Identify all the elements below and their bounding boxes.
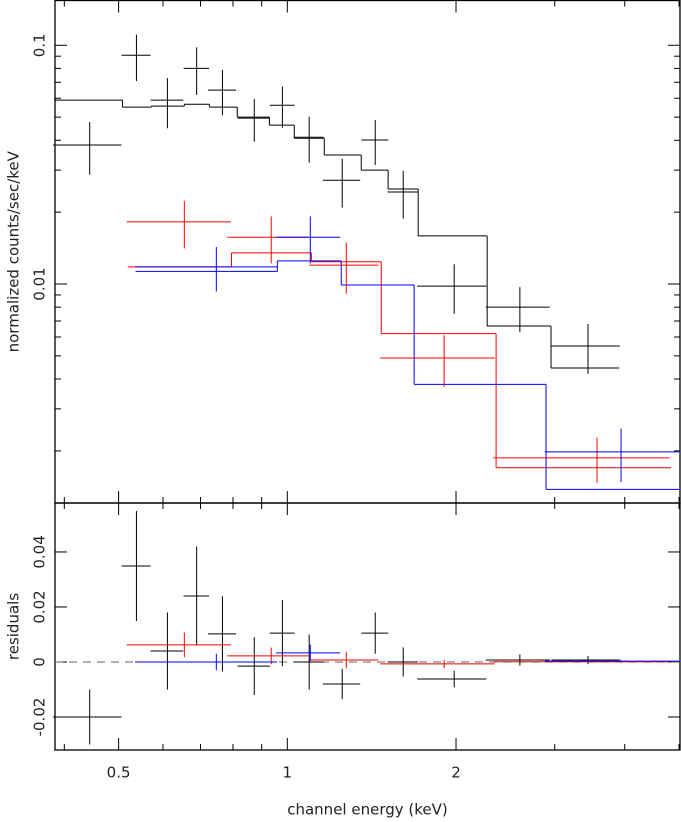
y-tick-label: 0.01 [31, 267, 49, 300]
y-tick-label: 0.04 [31, 535, 49, 568]
y-axis-label: residuals [5, 593, 23, 660]
y-tick-label: 0.1 [31, 33, 49, 57]
y-tick-label: -0.02 [31, 698, 49, 737]
plot-frame [54, 0, 681, 504]
x-tick-label: 2 [451, 764, 461, 782]
x-tick-label: 0.5 [107, 764, 131, 782]
x-axis-label: channel energy (keV) [287, 801, 448, 819]
plot-frame [54, 502, 681, 751]
y-axis-label: normalized counts/sec/keV [5, 150, 23, 352]
y-tick-label: 0 [31, 657, 49, 667]
y-tick-label: 0.02 [31, 590, 49, 623]
x-tick-label: 1 [283, 764, 293, 782]
